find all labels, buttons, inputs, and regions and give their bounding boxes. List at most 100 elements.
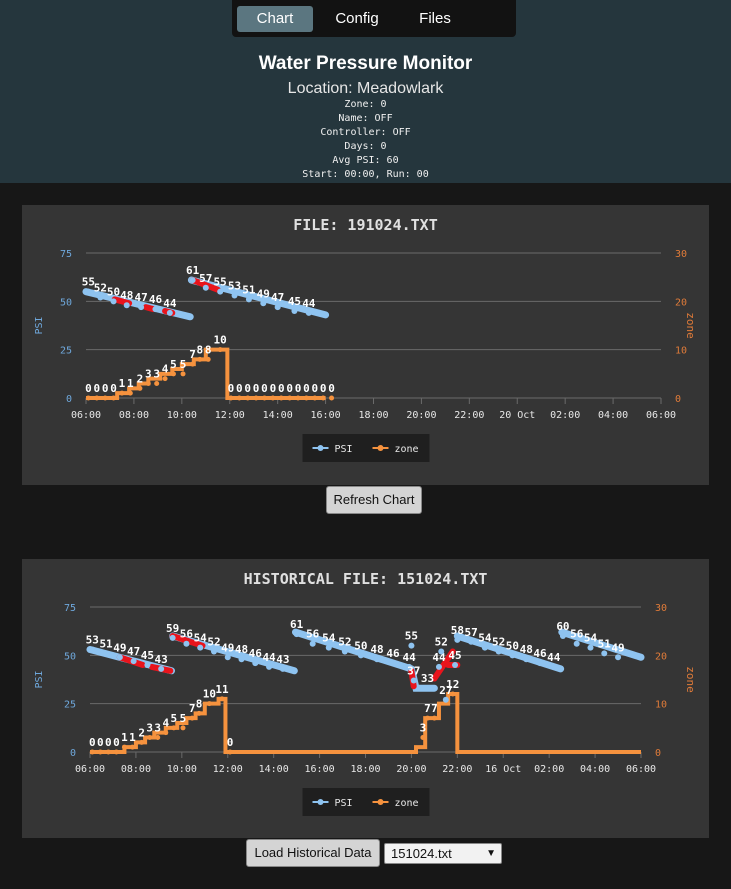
zone-point: [139, 739, 145, 745]
psi-point: [468, 638, 475, 645]
y2-tick-label: 30: [655, 603, 667, 614]
zone-point: [189, 715, 195, 721]
x-tick-label: 12:00: [215, 410, 245, 421]
zone-data-label: 1: [121, 731, 128, 744]
zone-data-label: 0: [236, 382, 243, 395]
x-tick-label: 10:00: [167, 410, 197, 421]
zone-status: Zone: 0: [344, 99, 387, 110]
psi-point: [130, 658, 137, 665]
zone-point: [145, 381, 151, 386]
psi-point: [293, 631, 300, 638]
zone-data-label: 1: [129, 731, 136, 744]
x-tick-label: 18:00: [358, 410, 388, 421]
tab-files[interactable]: Files: [419, 10, 451, 27]
zone-data-label: 0: [228, 382, 235, 395]
psi-data-label: 55: [405, 630, 418, 643]
x-tick-label: 06:00: [75, 764, 105, 775]
psi-point: [110, 298, 117, 305]
legend-psi-marker: [317, 799, 324, 805]
y-tick-label: 25: [64, 700, 76, 711]
zone-data-label: 5: [170, 358, 177, 371]
x-tick-label: 04:00: [598, 410, 628, 421]
psi-point: [103, 650, 110, 657]
psi-data-label: 55: [214, 276, 227, 289]
zone-data-label: 0: [105, 736, 112, 749]
psi-data-label: 57: [199, 272, 212, 285]
psi-data-label: 45: [288, 295, 301, 308]
x-tick-label: 04:00: [580, 764, 610, 775]
zone-point: [170, 371, 176, 377]
x-tick-label: 10:00: [167, 764, 197, 775]
zone-data-label: 0: [328, 382, 335, 395]
y-tick-label: 50: [64, 651, 76, 662]
controller-status: Controller: OFF: [320, 127, 411, 138]
y2-tick-label: 0: [675, 394, 681, 405]
zone-data-label: 0: [278, 382, 285, 395]
psi-point: [189, 277, 196, 284]
zone-data-label: 8: [196, 343, 203, 356]
zone-data-label: 3: [145, 368, 152, 381]
zone-data-label: 5: [180, 712, 187, 725]
file-select[interactable]: 151024.txt ▼: [384, 843, 502, 864]
zone-data-label: 7: [424, 702, 431, 715]
psi-point: [123, 302, 130, 309]
psi-data-label: 54: [478, 632, 492, 645]
zone-point: [155, 735, 161, 740]
zone-data-label: 7: [189, 702, 196, 715]
psi-point: [452, 662, 459, 668]
zone-point: [94, 395, 100, 401]
zone-point: [236, 395, 242, 401]
x-tick-label: 16 Oct: [485, 764, 521, 775]
zone-point: [295, 395, 301, 401]
y-tick-label: 75: [60, 249, 72, 260]
psi-data-label: 61: [290, 618, 304, 631]
y-tick-label: 50: [60, 297, 72, 308]
zone-data-label: 10: [214, 334, 227, 347]
name-status: Name: OFF: [338, 113, 393, 124]
psi-point: [442, 696, 449, 703]
zone-data-label: 0: [311, 382, 318, 395]
refresh-chart-button[interactable]: Refresh Chart: [326, 486, 422, 514]
x-tick-label: 02:00: [550, 410, 580, 421]
zone-data-label: 1: [127, 377, 134, 390]
zone-point: [217, 347, 223, 353]
psi-point: [424, 685, 431, 692]
psi-data-label: 45: [448, 649, 461, 662]
zone-point: [180, 725, 186, 731]
psi-data-label: 44: [547, 651, 561, 664]
psi-point: [252, 660, 259, 667]
zone-point: [420, 735, 426, 740]
x-tick-label: 16:00: [305, 764, 335, 775]
psi-data-label: 53: [86, 634, 99, 647]
psi-data-label: 48: [235, 643, 248, 656]
zone-series-line: [86, 347, 326, 400]
psi-data-label: 61: [186, 264, 200, 277]
x-tick-label: 06:00: [646, 410, 676, 421]
psi-point: [536, 660, 543, 667]
psi-data-label: 56: [180, 628, 194, 641]
psi-data-label: 60: [556, 620, 569, 633]
zone-point: [113, 749, 119, 755]
historical-chart: HISTORICAL FILE: 151024.TXT0255075010203…: [34, 570, 697, 816]
psi-point: [260, 300, 267, 307]
psi-point: [481, 644, 488, 651]
nav-bar: Chart Config Files: [232, 0, 516, 37]
tab-chart[interactable]: Chart: [237, 6, 313, 32]
zone-data-label: 0: [286, 382, 293, 395]
psi-data-label: 52: [492, 635, 505, 648]
tab-config[interactable]: Config: [335, 10, 379, 27]
zone-point: [197, 356, 203, 362]
zone-point: [228, 395, 234, 401]
zone-data-label: 2: [138, 726, 145, 739]
load-historical-button[interactable]: Load Historical Data: [246, 839, 380, 867]
psi-data-label: 52: [94, 281, 107, 294]
psi-point: [587, 644, 594, 651]
zone-data-label: 0: [93, 382, 100, 395]
x-tick-label: 20:00: [406, 410, 436, 421]
psi-data-label: 52: [435, 635, 448, 648]
zone-point: [147, 735, 153, 740]
zone-data-label: 7: [431, 702, 438, 715]
psi-data-label: 54: [584, 632, 598, 645]
psi-data-label: 57: [464, 626, 477, 639]
psi-data-label: 43: [276, 653, 289, 666]
